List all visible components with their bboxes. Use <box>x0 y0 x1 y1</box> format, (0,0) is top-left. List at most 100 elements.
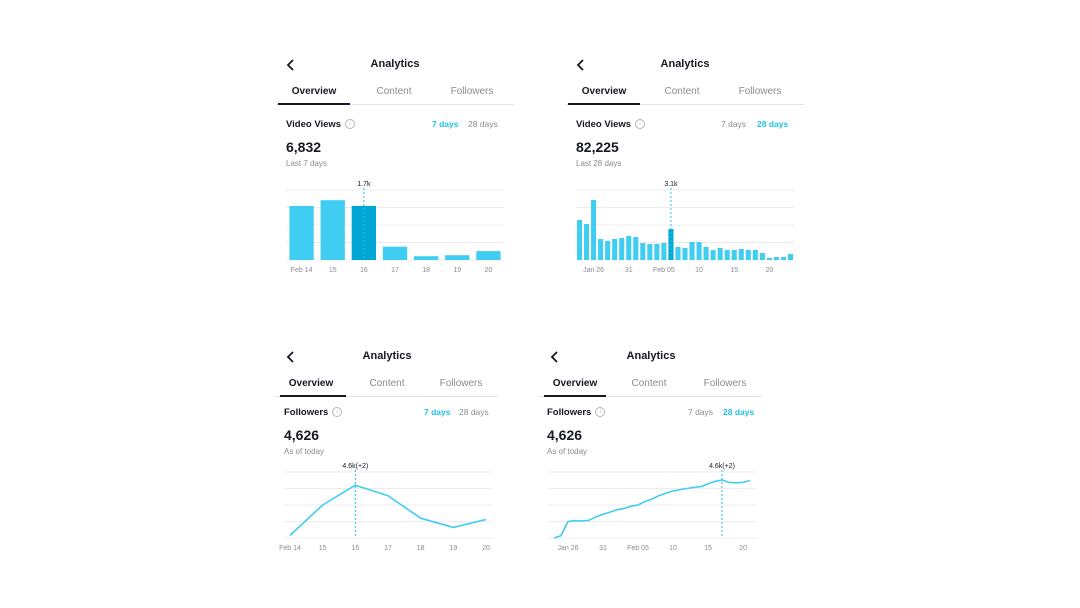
bar[interactable] <box>598 239 604 260</box>
bar[interactable] <box>752 250 758 260</box>
tab-followers[interactable]: Followers <box>439 378 483 389</box>
range-7-days[interactable]: 7 days <box>721 119 747 129</box>
bar[interactable] <box>626 236 632 260</box>
data-point[interactable] <box>679 488 681 490</box>
data-point[interactable] <box>616 509 618 511</box>
bar[interactable] <box>745 250 751 260</box>
tab-overview[interactable]: Overview <box>581 86 627 97</box>
data-point[interactable] <box>742 481 744 483</box>
bar[interactable] <box>773 257 779 260</box>
bar[interactable] <box>717 248 723 260</box>
bar[interactable] <box>710 250 716 260</box>
bar[interactable] <box>759 253 765 260</box>
data-point[interactable] <box>714 480 716 482</box>
data-point[interactable] <box>672 490 674 492</box>
bar[interactable] <box>633 237 639 260</box>
range-28-days[interactable]: 28 days <box>723 407 755 417</box>
tab-content[interactable]: Content <box>369 378 405 389</box>
bar[interactable] <box>619 238 625 260</box>
data-point[interactable] <box>658 494 660 496</box>
data-point[interactable] <box>574 519 576 521</box>
bar[interactable] <box>647 244 653 260</box>
back-arrow-icon[interactable] <box>574 58 588 72</box>
tab-underline <box>280 395 346 397</box>
bar[interactable] <box>738 249 744 260</box>
bar[interactable] <box>476 251 501 260</box>
data-point[interactable] <box>644 500 646 502</box>
bar[interactable] <box>584 224 590 260</box>
bar[interactable] <box>640 243 646 260</box>
tab-content[interactable]: Content <box>376 86 412 97</box>
back-arrow-icon[interactable] <box>284 350 298 364</box>
data-point[interactable] <box>560 534 562 536</box>
range-28-days[interactable]: 28 days <box>459 407 489 417</box>
tab-content[interactable]: Content <box>664 86 700 97</box>
data-point[interactable] <box>630 505 632 507</box>
data-point[interactable] <box>321 504 323 506</box>
data-point[interactable] <box>623 507 625 509</box>
data-point[interactable] <box>693 486 695 488</box>
range-28-days[interactable]: 28 days <box>468 119 498 129</box>
data-point[interactable] <box>700 485 702 487</box>
back-arrow-icon[interactable] <box>284 58 298 72</box>
bar[interactable] <box>689 242 695 260</box>
bar[interactable] <box>766 258 772 260</box>
tab-followers[interactable]: Followers <box>703 378 747 389</box>
bar[interactable] <box>682 248 688 260</box>
data-point[interactable] <box>665 492 667 494</box>
data-point[interactable] <box>581 520 583 522</box>
data-point[interactable] <box>602 513 604 515</box>
bar[interactable] <box>382 246 408 260</box>
tab-overview[interactable]: Overview <box>288 378 334 389</box>
bar[interactable] <box>591 200 597 260</box>
info-icon[interactable]: i <box>635 119 646 130</box>
bar[interactable] <box>413 256 439 260</box>
bar[interactable] <box>696 242 702 260</box>
bar[interactable] <box>445 255 470 260</box>
bar[interactable] <box>731 250 737 260</box>
data-point[interactable] <box>419 517 421 519</box>
bar[interactable] <box>787 254 794 260</box>
data-point[interactable] <box>595 516 597 518</box>
data-point[interactable] <box>637 504 639 506</box>
bar[interactable] <box>605 241 611 260</box>
data-point[interactable] <box>452 526 454 528</box>
bar[interactable] <box>576 220 583 260</box>
range-7-days[interactable]: 7 days <box>688 407 714 417</box>
tab-content[interactable]: Content <box>631 378 667 389</box>
bar[interactable] <box>654 244 660 260</box>
tab-overview[interactable]: Overview <box>552 378 598 389</box>
data-point[interactable] <box>289 534 291 536</box>
tab-overview[interactable]: Overview <box>291 86 337 97</box>
bar[interactable] <box>780 257 786 260</box>
data-point[interactable] <box>749 479 751 481</box>
info-icon[interactable]: i <box>332 407 343 418</box>
range-7-days[interactable]: 7 days <box>424 407 451 417</box>
data-point[interactable] <box>728 481 730 483</box>
data-point[interactable] <box>567 520 569 522</box>
tab-followers[interactable]: Followers <box>450 86 494 97</box>
data-point[interactable] <box>588 519 590 521</box>
tab-followers[interactable]: Followers <box>738 86 782 97</box>
data-point[interactable] <box>686 487 688 489</box>
data-point[interactable] <box>707 483 709 485</box>
range-28-days[interactable]: 28 days <box>757 119 789 129</box>
back-arrow-icon[interactable] <box>548 350 562 364</box>
data-point[interactable] <box>609 511 611 513</box>
bar[interactable] <box>320 200 345 260</box>
data-point[interactable] <box>387 495 389 497</box>
data-point[interactable] <box>735 482 737 484</box>
data-point[interactable] <box>485 518 487 520</box>
page-title: Analytics <box>370 58 420 70</box>
info-icon[interactable]: i <box>595 407 606 418</box>
info-icon[interactable]: i <box>345 119 356 130</box>
bar[interactable] <box>703 247 709 260</box>
range-7-days[interactable]: 7 days <box>432 119 459 129</box>
data-point[interactable] <box>651 498 653 500</box>
data-point[interactable] <box>553 537 555 539</box>
bar[interactable] <box>661 243 667 260</box>
bar[interactable] <box>612 239 618 260</box>
bar[interactable] <box>289 205 314 260</box>
bar[interactable] <box>724 250 730 260</box>
bar[interactable] <box>675 247 681 260</box>
